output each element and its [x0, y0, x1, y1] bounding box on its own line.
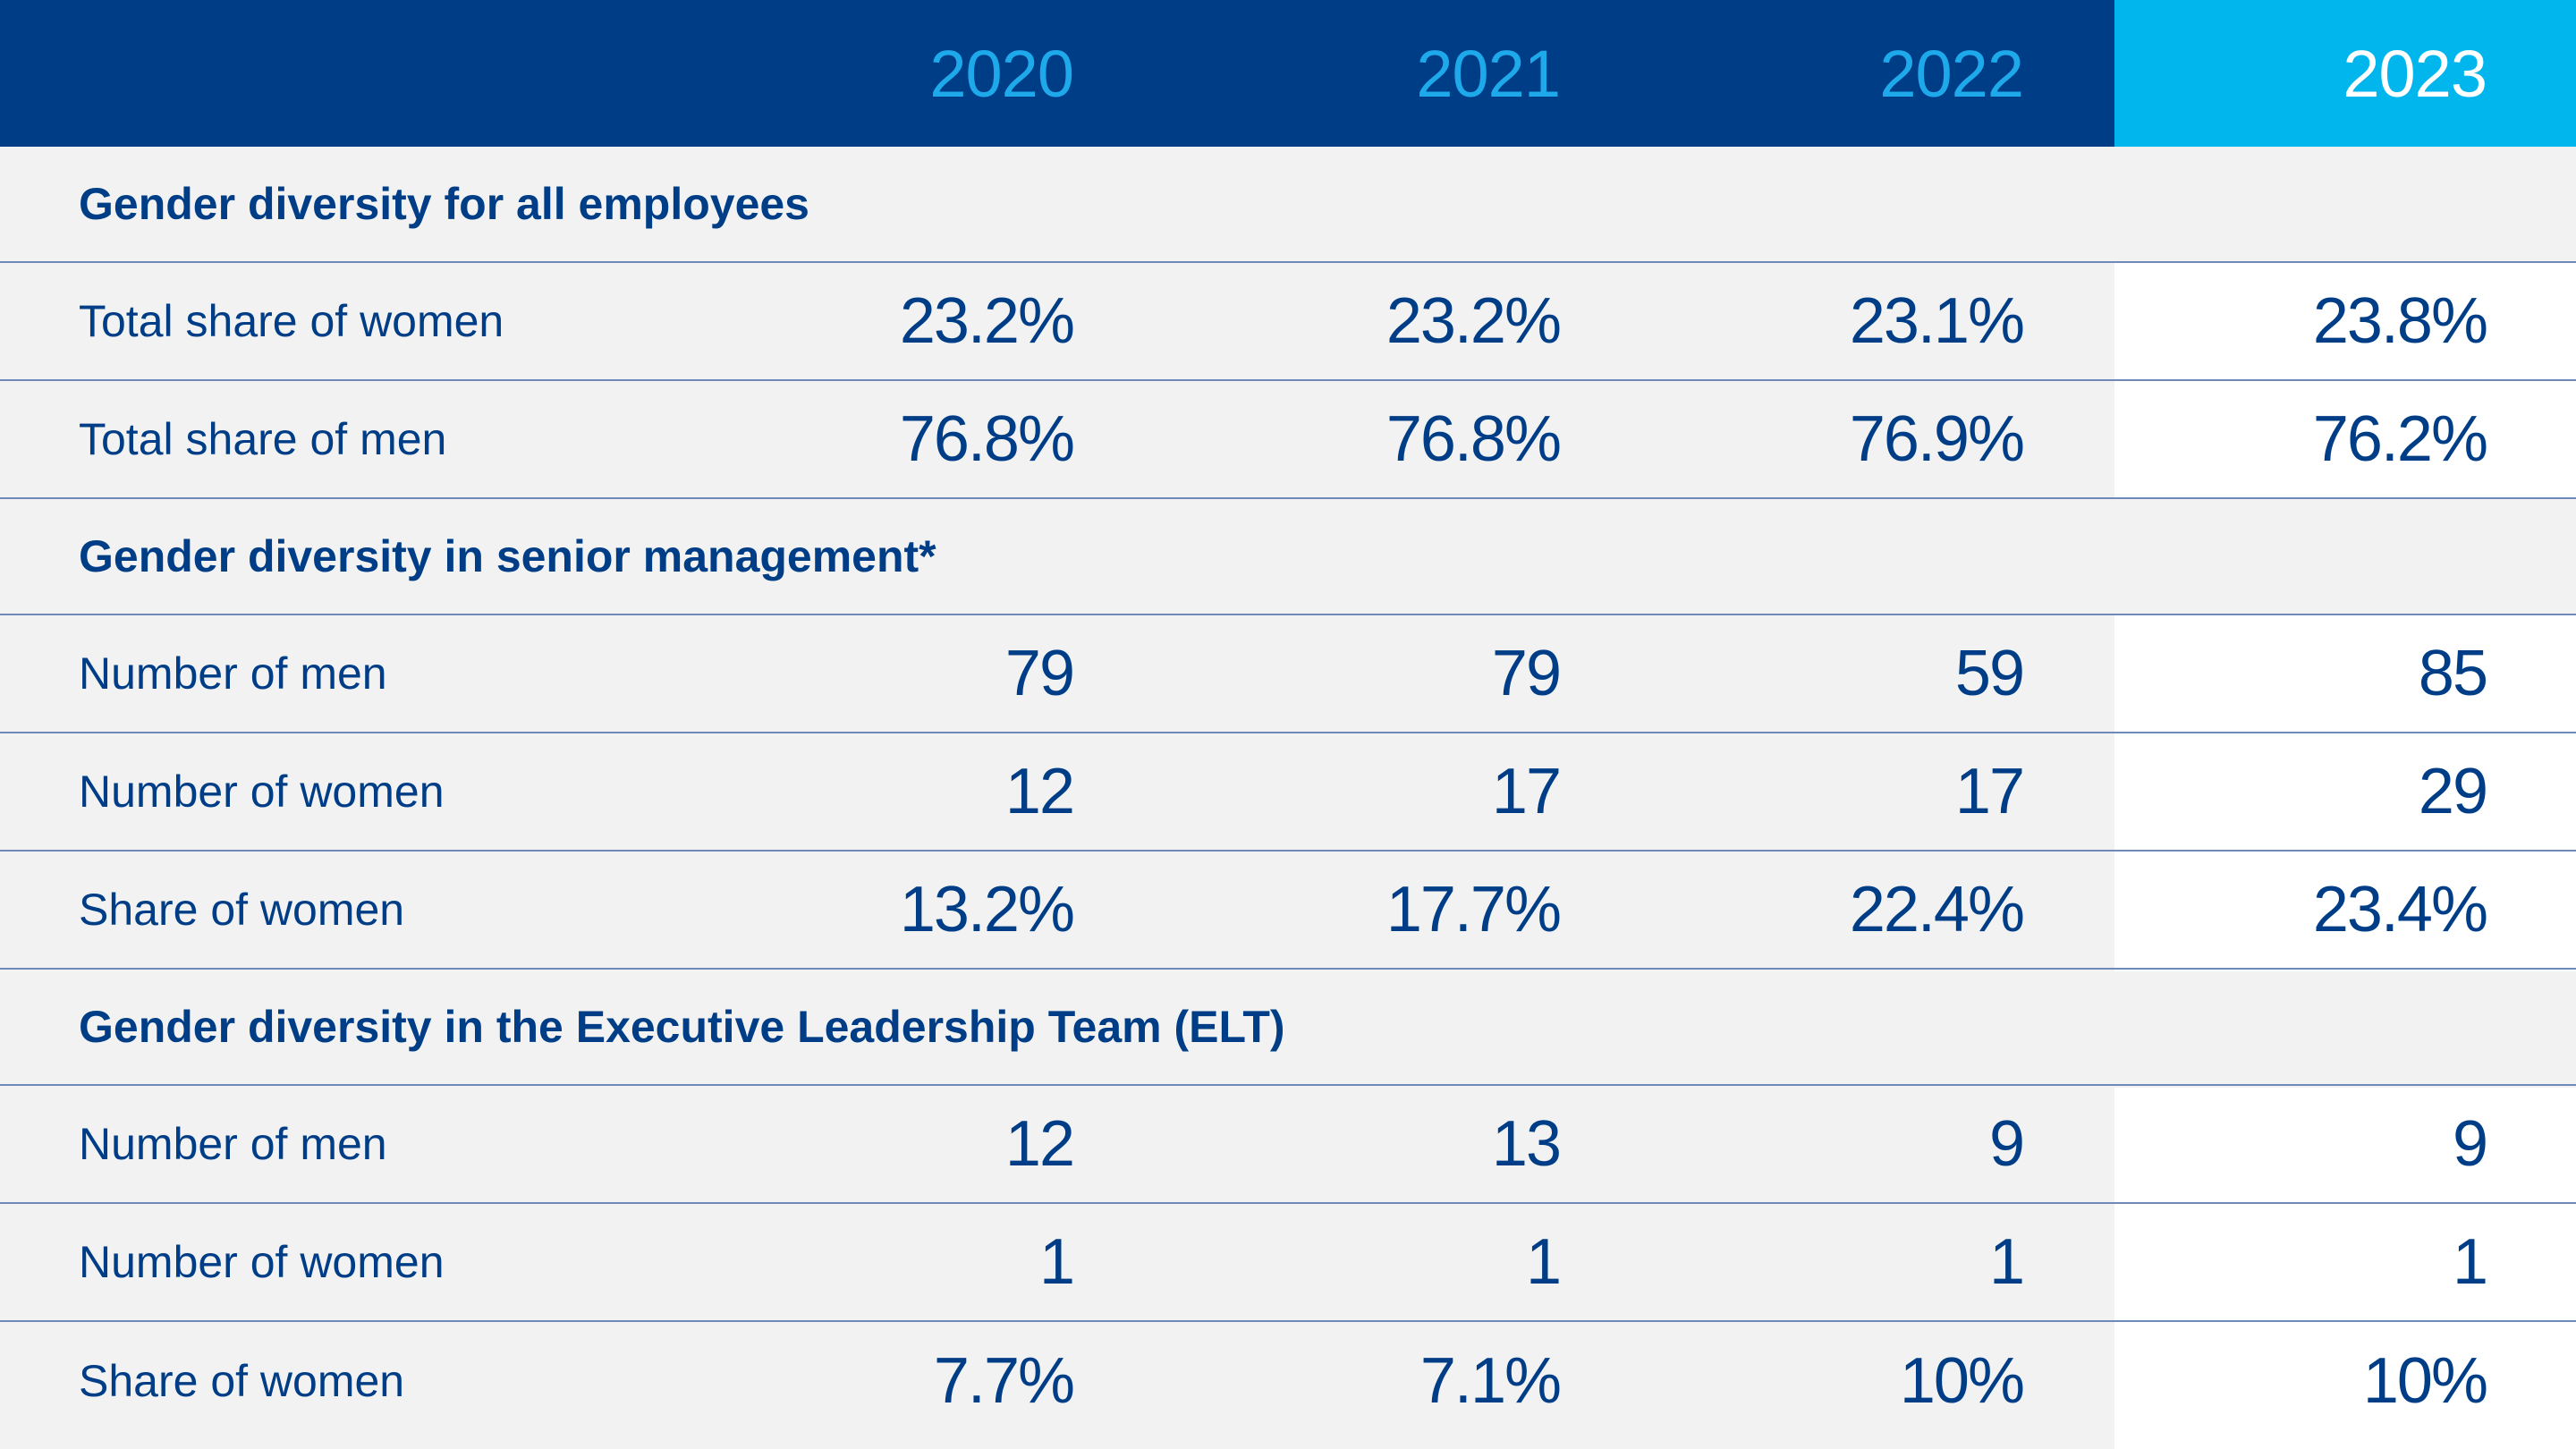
table-row: Share of women 13.2% 17.7% 22.4% 23.4% — [0, 852, 2576, 970]
table-row: Number of women 12 17 17 29 — [0, 733, 2576, 852]
year-header-2023: 2023 — [2114, 0, 2576, 147]
year-label: 2023 — [2343, 36, 2487, 111]
value-2022: 17 — [1954, 756, 2025, 827]
value-2023: 9 — [2452, 1108, 2488, 1180]
value-2021: 7.1% — [1419, 1345, 1562, 1417]
row-label: Number of men — [79, 648, 387, 699]
year-label: 2020 — [929, 36, 1074, 111]
value-2022: 23.1% — [1849, 285, 2025, 357]
year-header-2021: 2021 — [0, 0, 1561, 147]
year-label: 2021 — [1416, 36, 1561, 111]
value-2021: 79 — [1491, 638, 1562, 709]
value-2020: 7.7% — [933, 1345, 1075, 1417]
section-header: Gender diversity in the Executive Leader… — [0, 970, 2576, 1086]
value-2023: 23.4% — [2312, 874, 2488, 945]
row-label: Number of men — [79, 1119, 387, 1169]
value-2020: 79 — [1004, 638, 1075, 709]
value-2022: 59 — [1954, 638, 2025, 709]
year-header-2022: 2022 — [0, 0, 2024, 147]
value-2020: 23.2% — [899, 285, 1075, 357]
table-row: Number of men 12 13 9 9 — [0, 1086, 2576, 1204]
table-header: 2020 2021 2022 2023 — [0, 0, 2576, 147]
value-2020: 76.8% — [899, 403, 1075, 475]
section-title: Gender diversity in senior management* — [79, 531, 936, 581]
table-row: Number of women 1 1 1 1 — [0, 1204, 2576, 1322]
row-label: Number of women — [79, 1237, 445, 1287]
section-header: Gender diversity in senior management* — [0, 499, 2576, 615]
section-title: Gender diversity for all employees — [79, 179, 809, 229]
value-2021: 17 — [1491, 756, 1562, 827]
year-header-2020: 2020 — [0, 0, 1074, 147]
section-header: Gender diversity for all employees — [0, 147, 2576, 263]
value-2022: 1 — [1988, 1226, 2025, 1298]
table-row: Share of women 7.7% 7.1% 10% 10% — [0, 1322, 2576, 1440]
value-2021: 1 — [1525, 1226, 1562, 1298]
row-label: Number of women — [79, 767, 445, 817]
year-label: 2022 — [1879, 36, 2024, 111]
value-2023: 76.2% — [2312, 403, 2488, 475]
value-2022: 76.9% — [1849, 403, 2025, 475]
row-label: Total share of men — [79, 414, 447, 464]
value-2020: 12 — [1004, 1108, 1075, 1180]
value-2020: 13.2% — [899, 874, 1075, 945]
value-2022: 9 — [1988, 1108, 2025, 1180]
value-2021: 23.2% — [1385, 285, 1562, 357]
value-2023: 85 — [2418, 638, 2488, 709]
row-label: Total share of women — [79, 296, 504, 346]
value-2023: 1 — [2452, 1226, 2488, 1298]
value-2021: 17.7% — [1385, 874, 1562, 945]
value-2022: 22.4% — [1849, 874, 2025, 945]
table-row: Total share of men 76.8% 76.8% 76.9% 76.2% — [0, 381, 2576, 499]
value-2023: 23.8% — [2312, 285, 2488, 357]
value-2022: 10% — [1899, 1345, 2025, 1417]
value-2020: 12 — [1004, 756, 1075, 827]
row-label: Share of women — [79, 1356, 405, 1406]
value-2021: 13 — [1491, 1108, 1562, 1180]
value-2021: 76.8% — [1385, 403, 1562, 475]
value-2020: 1 — [1038, 1226, 1075, 1298]
section-title: Gender diversity in the Executive Leader… — [79, 1002, 1285, 1052]
table-row: Total share of women 23.2% 23.2% 23.1% 23.8% — [0, 263, 2576, 381]
table-row: Number of men 79 79 59 85 — [0, 615, 2576, 733]
row-label: Share of women — [79, 885, 405, 935]
value-2023: 10% — [2362, 1345, 2488, 1417]
value-2023: 29 — [2418, 756, 2488, 827]
